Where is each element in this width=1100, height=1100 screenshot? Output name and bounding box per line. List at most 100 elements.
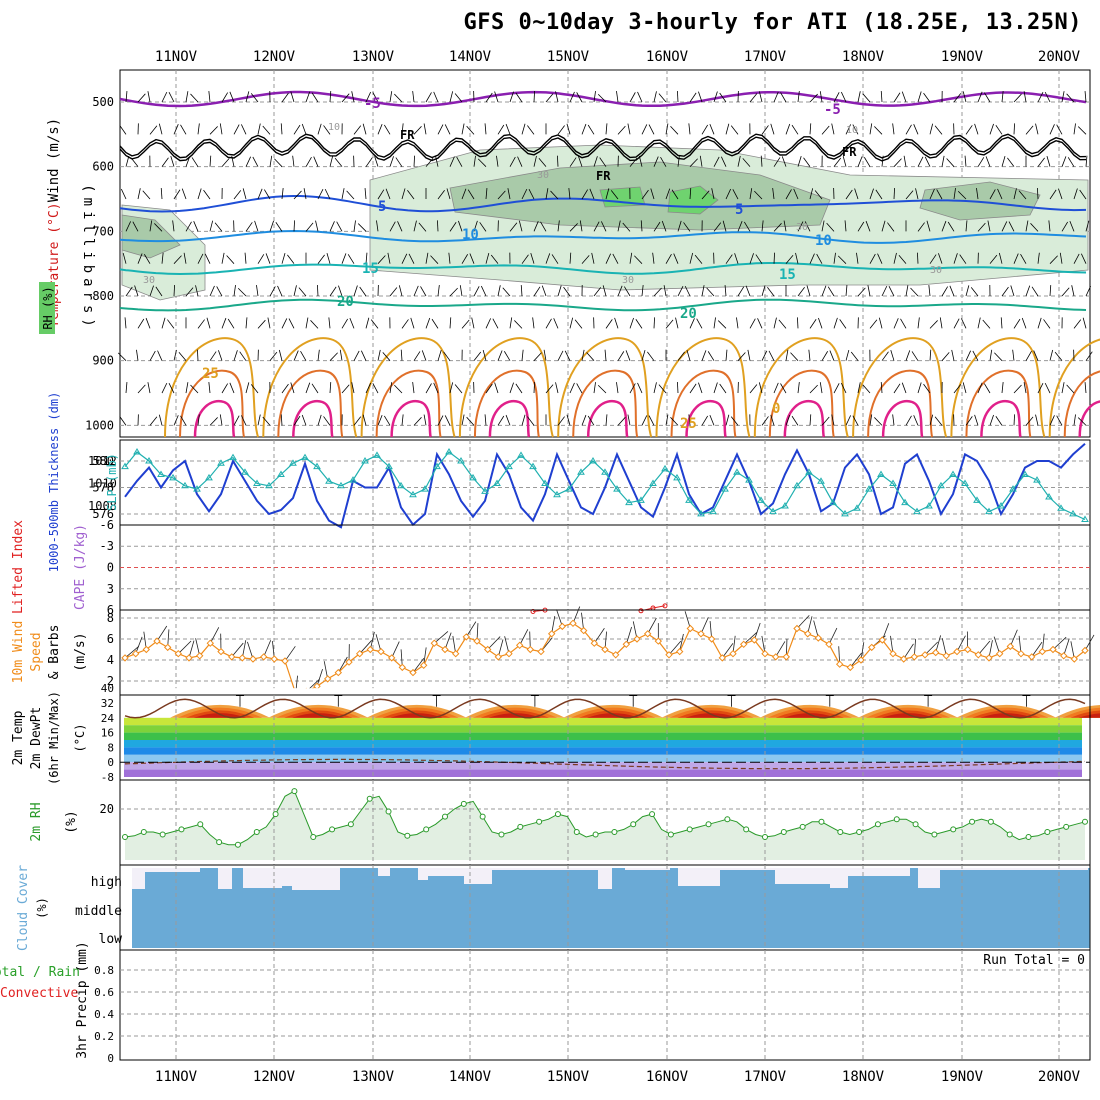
cloud-high-gap: [678, 868, 720, 886]
wind-barb: [317, 189, 324, 200]
slp-marker: [769, 507, 777, 515]
wind-barb: [670, 126, 679, 135]
wind-barb: [185, 382, 189, 394]
wind-barb: [540, 221, 547, 232]
wind-barb: [625, 626, 632, 645]
wind-marker: [707, 635, 716, 643]
wind-barb: [576, 92, 583, 103]
wind-barb: [976, 188, 979, 200]
wind-barb: [1013, 123, 1015, 135]
wind-barb: [262, 125, 271, 135]
wind-barb: [670, 417, 679, 426]
isotherm-25: [262, 337, 358, 438]
wind-marker: [899, 655, 908, 663]
wind-marker: [334, 668, 343, 677]
wind-barb: [983, 92, 991, 103]
wind-barb: [604, 349, 607, 361]
wind-barb: [660, 156, 667, 167]
cloud-high-gap: [282, 868, 292, 886]
wind-barb: [519, 629, 529, 646]
cloud-high-gap: [292, 868, 340, 890]
day-label-bottom: 20NOV: [1038, 1069, 1081, 1085]
wind-barb: [1079, 189, 1087, 200]
rh2m-marker: [178, 826, 185, 833]
wind-barb: [226, 255, 235, 264]
wind-barb: [605, 123, 608, 135]
ylabel-barbs: & Barbs: [47, 625, 62, 680]
wind-barb: [329, 352, 338, 361]
wind-barb: [256, 285, 259, 297]
slp-marker: [889, 479, 897, 486]
wind-barb: [701, 124, 709, 135]
wind-barb: [492, 318, 499, 329]
wind-marker: [803, 630, 812, 638]
wind-barb: [197, 319, 205, 329]
wind-barb: [757, 318, 763, 329]
slp-marker: [733, 468, 741, 475]
wind-barb: [497, 415, 505, 426]
slp-marker: [349, 476, 357, 483]
wind-barb: [781, 156, 787, 167]
wind-barb: [1048, 220, 1051, 232]
top-day-labels: 11NOV 12NOV 13NOV 14NOV 15NOV 16NOV 17NO…: [155, 49, 1081, 65]
rh2m-marker: [442, 813, 448, 820]
rh2m-marker: [573, 828, 580, 835]
wind-barb: [581, 123, 587, 135]
rh-label: 30: [622, 275, 634, 286]
wind-barb: [725, 123, 730, 135]
wind-barb: [797, 382, 800, 394]
wind-barb: [487, 636, 501, 650]
wind-barb: [509, 317, 513, 329]
wind-barb: [120, 188, 127, 200]
wind-marker: [590, 639, 599, 647]
wind-barb: [293, 285, 297, 297]
wind-barb: [767, 286, 775, 297]
wind-barb: [581, 414, 587, 426]
wind-barb: [923, 383, 931, 394]
wind-barb: [382, 352, 391, 361]
isotherm-35: [193, 399, 236, 438]
slp-marker: [289, 459, 297, 466]
wind-barb: [387, 252, 391, 264]
rh2m-marker: [1025, 834, 1032, 841]
slp-marker: [673, 473, 681, 481]
wind-barb: [521, 188, 528, 200]
wind-barb: [365, 382, 372, 394]
wind-marker: [451, 649, 460, 658]
wind-barb: [617, 285, 623, 297]
wind-barb: [745, 285, 751, 297]
wind-barb: [1035, 414, 1039, 426]
rh2m-line: [124, 790, 1086, 846]
wind-barb: [514, 320, 523, 329]
wind-barb: [449, 156, 455, 167]
wind-barb: [257, 319, 266, 329]
wind-barb: [989, 349, 993, 361]
wind-barb: [233, 415, 240, 426]
wind-barb: [161, 157, 169, 167]
wind-barb: [722, 220, 727, 232]
wind-barb: [905, 190, 914, 200]
wind-barb: [1001, 155, 1006, 167]
wind-barb: [533, 352, 542, 361]
wind-barb: [761, 416, 769, 426]
wind-barb: [281, 318, 288, 329]
wind-barb: [281, 188, 284, 200]
dewpoint-line: [124, 758, 1086, 770]
wind-barb: [543, 349, 547, 361]
wind-barb: [809, 188, 814, 200]
wind-barb: [281, 383, 289, 394]
wind-barb: [1061, 382, 1065, 394]
wind-barb: [497, 190, 506, 200]
wind-marker: [259, 653, 268, 661]
wind-barb: [837, 255, 847, 264]
wind-barb: [377, 349, 381, 361]
wind-barb: [893, 158, 902, 167]
isotherm-35: [586, 399, 629, 438]
wind-barb: [665, 319, 674, 329]
wind-barb: [581, 189, 589, 200]
wind-barb: [1031, 286, 1039, 297]
wind-barb: [281, 252, 286, 264]
isotherm-label: 10: [815, 233, 832, 249]
wind-barb: [833, 383, 840, 394]
wind-barb: [401, 253, 408, 264]
